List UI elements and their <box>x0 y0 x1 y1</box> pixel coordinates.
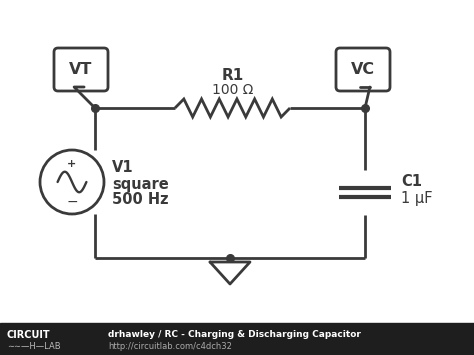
Text: −: − <box>66 195 78 209</box>
Polygon shape <box>74 87 95 108</box>
Polygon shape <box>360 87 370 108</box>
Bar <box>0 323 474 355</box>
FancyBboxPatch shape <box>336 48 390 91</box>
Text: 100 Ω: 100 Ω <box>212 83 253 97</box>
Text: ∼∼—H—LAB: ∼∼—H—LAB <box>7 342 61 350</box>
Text: VC: VC <box>351 62 375 77</box>
Text: VT: VT <box>69 62 93 77</box>
Text: R1: R1 <box>221 69 244 83</box>
Text: V1: V1 <box>112 160 134 175</box>
Text: +: + <box>67 159 77 169</box>
Text: drhawley / RC - Charging & Discharging Capacitor: drhawley / RC - Charging & Discharging C… <box>108 330 361 339</box>
Text: CIRCUIT: CIRCUIT <box>7 329 51 339</box>
Text: square: square <box>112 176 169 191</box>
Text: 1 μF: 1 μF <box>401 191 432 206</box>
FancyBboxPatch shape <box>54 48 108 91</box>
Text: 500 Hz: 500 Hz <box>112 192 169 208</box>
Text: http://circuitlab.com/c4dch32: http://circuitlab.com/c4dch32 <box>108 342 232 350</box>
Text: C1: C1 <box>401 174 422 189</box>
